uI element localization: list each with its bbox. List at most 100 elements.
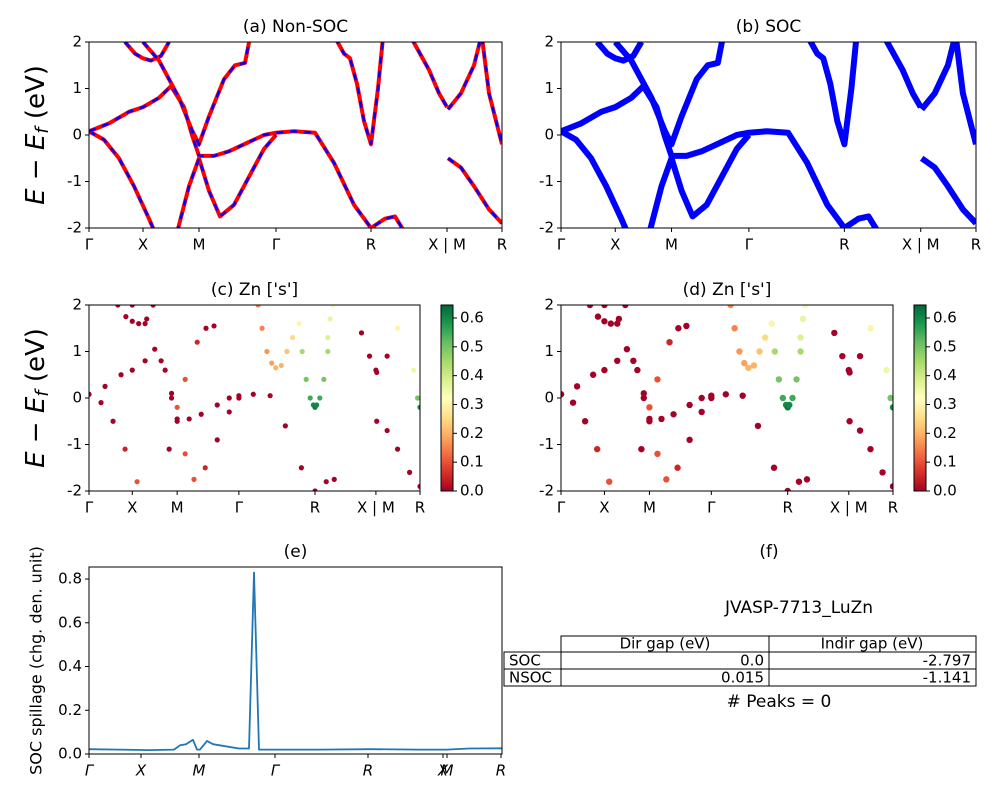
colorbar-tick-label: 0.6: [460, 308, 484, 326]
band-point: [273, 365, 279, 371]
band-point: [202, 465, 208, 471]
band-point: [754, 422, 762, 430]
band-point: [799, 315, 807, 323]
band-point: [166, 446, 172, 452]
y-tick-label: -1: [539, 172, 554, 190]
colorbar-tick-label: 0.3: [460, 395, 484, 413]
band-point: [115, 305, 121, 308]
band-point: [191, 476, 197, 482]
band-point: [182, 376, 188, 382]
band-line: [953, 42, 976, 146]
band-point: [646, 404, 653, 411]
band-point: [601, 305, 608, 309]
x-tick-label: Γ: [557, 499, 566, 517]
band-point: [152, 346, 158, 352]
band-point: [150, 305, 156, 308]
panel: (b) SOC -2 -1 0 1 2 Γ X M Γ R X | M R: [539, 17, 981, 254]
band-point: [157, 493, 162, 498]
x-tick-label: Γ: [85, 499, 94, 517]
band-line: [561, 83, 880, 228]
colorbar-tick-label: 0.4: [460, 366, 484, 384]
x-tick-label: Γ: [85, 236, 94, 254]
band-point: [136, 321, 142, 327]
band-point: [168, 390, 175, 396]
x-tick-label: X | M: [830, 499, 868, 517]
band-point: [255, 305, 261, 308]
band-point: [134, 479, 140, 485]
band-point: [745, 364, 752, 371]
band-point: [214, 437, 220, 443]
band-point: [646, 418, 653, 425]
band-point: [123, 314, 129, 320]
band-point: [683, 322, 690, 330]
x-tick-label: X | M: [902, 236, 940, 254]
band-point: [736, 348, 743, 355]
band-point: [789, 394, 796, 402]
panel-title: (e): [284, 542, 308, 562]
x-tick-label: Γ: [235, 499, 244, 517]
band-line-dash: [336, 42, 384, 145]
band-point: [731, 325, 738, 332]
band-point: [654, 376, 661, 383]
band-point: [630, 357, 637, 364]
x-tick-label: M: [665, 236, 678, 254]
band-point: [414, 395, 420, 401]
y-axis-label: SOC spillage (chg. den. unit): [27, 546, 46, 775]
band-point: [330, 305, 336, 308]
colorbar-tick-label: 0.1: [933, 453, 957, 471]
band-point: [186, 416, 192, 422]
axes-frame: [560, 304, 894, 492]
x-tick-label: R: [415, 499, 425, 517]
x-tick-label: M: [441, 762, 454, 780]
band-point: [98, 400, 104, 406]
band-point: [374, 369, 380, 376]
band-point: [622, 305, 629, 309]
y-tick-label: -1: [67, 435, 82, 453]
band-point: [269, 360, 275, 366]
band-line: [446, 42, 482, 111]
axes-frame: [88, 304, 421, 492]
band-point: [174, 404, 180, 410]
y-tick-label: -1: [67, 172, 82, 190]
band-point: [410, 367, 417, 373]
band-point: [793, 376, 800, 383]
band-point: [236, 395, 242, 401]
band-point: [312, 488, 318, 491]
y-tick-label: 2: [72, 296, 82, 314]
band-point: [784, 487, 791, 491]
x-tick-label: R: [497, 236, 507, 254]
panel: (c) Zn ['s'] -2 -1 0 1 2 Γ X M Γ R X | M R E − Ef (eV…: [21, 280, 484, 517]
x-tick-label: X: [437, 762, 449, 780]
band-point: [674, 464, 681, 471]
band-point: [708, 394, 715, 402]
x-tick-label: R: [839, 236, 849, 254]
band-point: [569, 399, 577, 406]
band-point: [640, 390, 647, 397]
x-tick-label: R: [310, 499, 320, 517]
band-point: [129, 318, 135, 324]
band-point: [162, 367, 168, 373]
y-tick-label: -2: [539, 482, 554, 500]
band-point: [594, 313, 602, 320]
band-point: [638, 445, 645, 453]
band-point: [340, 493, 345, 498]
band-line: [613, 42, 725, 148]
y-tick-label: 0.8: [58, 570, 82, 588]
x-tick-label: R: [971, 236, 981, 254]
band-point: [298, 465, 304, 471]
band-point: [779, 394, 787, 402]
band-line: [411, 42, 449, 109]
colorbar-tick-label: 0.2: [460, 424, 484, 442]
band-line-dash: [89, 84, 404, 228]
x-tick-label: R: [496, 762, 506, 780]
band-point: [663, 476, 670, 483]
band-point: [289, 334, 296, 341]
x-tick-label: M: [193, 762, 206, 780]
band-point: [323, 479, 329, 485]
y-tick-label: -2: [539, 219, 554, 237]
colorbar-tick-label: 0.2: [933, 424, 957, 442]
x-tick-label: X: [599, 499, 609, 517]
y-tick-label: 0.6: [58, 613, 82, 631]
y-tick-label: 0.2: [58, 701, 82, 719]
band-point: [889, 483, 893, 490]
